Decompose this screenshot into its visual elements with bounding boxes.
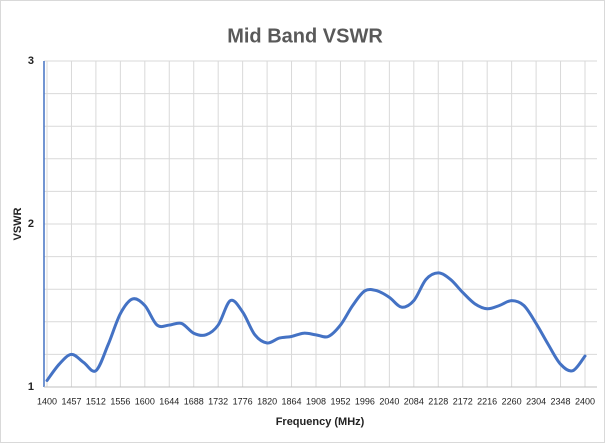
grid	[44, 60, 597, 388]
x-tick-label: 1952	[330, 396, 350, 406]
x-tick-label: 1820	[257, 396, 277, 406]
x-tick-label: 2216	[477, 396, 497, 406]
x-tick-label: 1776	[233, 396, 253, 406]
x-tick-label: 1556	[110, 396, 130, 406]
x-tick-label: 2040	[379, 396, 399, 406]
x-tick-label: 2128	[428, 396, 448, 406]
data-line	[45, 271, 587, 382]
x-tick-label: 2348	[551, 396, 571, 406]
x-tick-label: 1864	[282, 396, 302, 406]
x-tick-label: 1644	[159, 396, 179, 406]
x-tick-label: 2084	[404, 396, 424, 406]
chart-title: Mid Band VSWR	[227, 25, 383, 47]
x-tick-label: 1732	[208, 396, 228, 406]
x-tick-label: 1400	[37, 396, 57, 406]
x-tick-label: 1908	[306, 396, 326, 406]
x-tick-label: 2400	[575, 396, 595, 406]
x-tick-label: 1600	[135, 396, 155, 406]
y-tick-label: 3	[28, 55, 34, 67]
x-axis-label: Frequency (MHz)	[276, 416, 365, 428]
x-tick-label: 1996	[355, 396, 375, 406]
y-tick-label: 1	[28, 381, 34, 393]
x-tick-label: 1512	[86, 396, 106, 406]
x-tick-label: 1688	[184, 396, 204, 406]
y-axis-label: VSWR	[12, 207, 24, 240]
x-tick-label: 2304	[526, 396, 546, 406]
x-tick-label: 1457	[61, 396, 81, 406]
y-tick-label: 2	[28, 218, 34, 230]
x-tick-label: 2260	[502, 396, 522, 406]
x-tick-label: 2172	[453, 396, 473, 406]
